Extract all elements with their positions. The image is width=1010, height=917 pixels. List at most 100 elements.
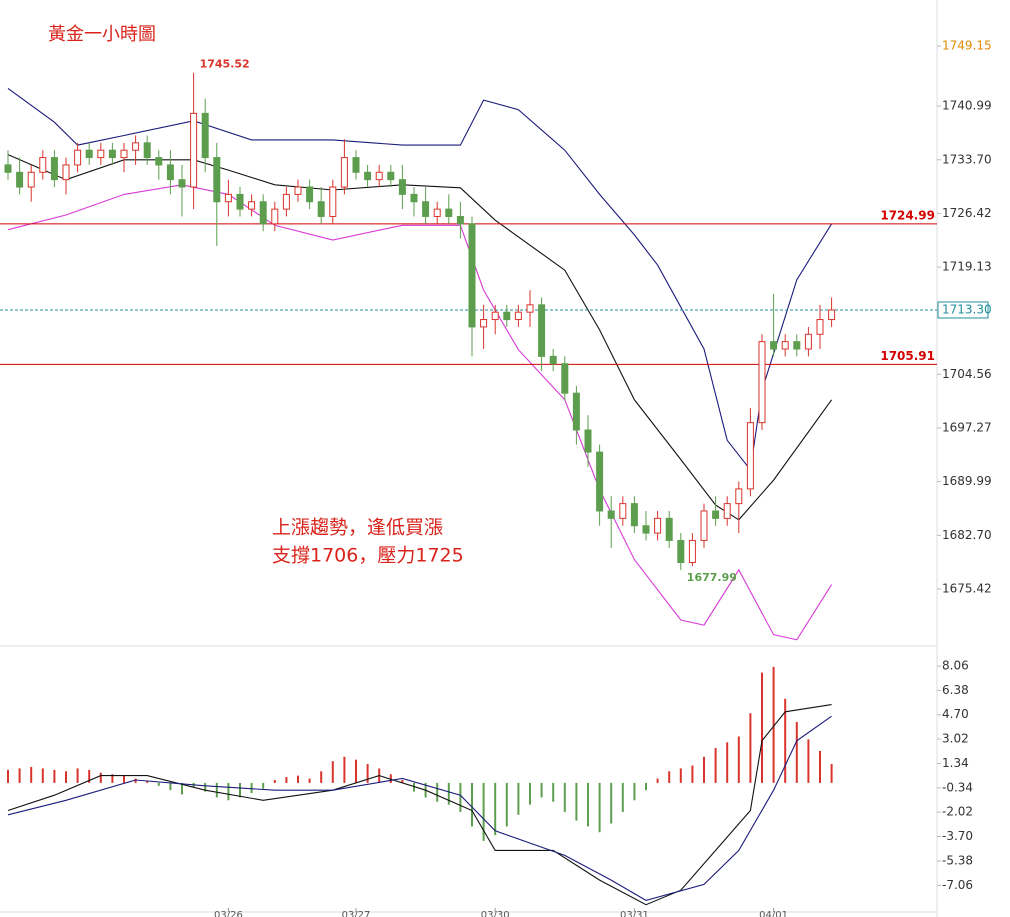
candle-body xyxy=(561,363,569,394)
candle-body xyxy=(317,201,325,217)
candle-body xyxy=(433,208,441,217)
bollinger-band xyxy=(7,154,833,521)
low-label: 1677.99 xyxy=(687,571,737,584)
bollinger-band xyxy=(7,184,833,641)
x-tick-label: 03/31 xyxy=(620,910,649,917)
candle-body xyxy=(584,429,592,453)
candle-body xyxy=(422,201,430,217)
candle-body xyxy=(132,142,140,151)
y-tick-label: 6.38 xyxy=(942,683,969,697)
candle-body xyxy=(224,193,232,203)
x-tick-label: 03/27 xyxy=(342,910,371,917)
y-tick-label: 1689.99 xyxy=(942,474,992,488)
candle-body xyxy=(619,503,627,519)
candle-body xyxy=(120,149,128,159)
y-tick-label: 1697.27 xyxy=(942,421,992,435)
y-tick-label: -5.38 xyxy=(942,853,973,867)
candle-body xyxy=(271,208,279,225)
macd-line xyxy=(7,704,832,906)
annotation: 支撐1706，壓力1725 xyxy=(272,545,464,567)
candle-body xyxy=(16,171,24,188)
candle-body xyxy=(445,208,453,217)
candle-body xyxy=(329,186,337,217)
candle-body xyxy=(804,333,812,350)
high-label: 1745.52 xyxy=(200,58,250,71)
y-tick-label: -3.70 xyxy=(942,829,973,843)
y-tick-label: -0.34 xyxy=(942,780,973,794)
candle-body xyxy=(630,503,638,527)
y-tick-label: 1719.13 xyxy=(942,260,992,274)
candle-body xyxy=(654,517,662,534)
x-tick-label: 03/30 xyxy=(481,910,510,917)
candle-body xyxy=(781,341,789,350)
macd-line xyxy=(7,715,832,901)
candle-body xyxy=(712,510,720,519)
y-tick-label: 1740.99 xyxy=(942,99,992,113)
candle-body xyxy=(642,525,650,534)
y-tick-label: 8.06 xyxy=(942,658,969,672)
candle-body xyxy=(248,201,256,210)
candle-body xyxy=(74,149,82,166)
y-tick-label: 1733.70 xyxy=(942,152,992,166)
candle-body xyxy=(398,179,406,195)
y-tick-label: -2.02 xyxy=(942,805,973,819)
y-tick-label: 3.02 xyxy=(942,732,969,746)
candle-body xyxy=(607,510,615,519)
candle-body xyxy=(572,392,580,431)
y-tick-label: 1.34 xyxy=(942,756,969,770)
plot: 1749.15 1740.99 1733.70 1726.42 1719.13 1704.… xyxy=(0,39,992,917)
candle-body xyxy=(387,171,395,181)
level-label: 1705.91 xyxy=(880,349,935,363)
x-tick-label: 04/01 xyxy=(759,910,788,917)
candle-body xyxy=(340,157,348,188)
bollinger-band xyxy=(7,87,833,472)
candle-body xyxy=(201,112,209,159)
candle-body xyxy=(213,157,221,203)
candle-body xyxy=(364,171,372,181)
chart-title: 黃金一小時圖 xyxy=(48,24,156,45)
candle-body xyxy=(259,201,267,225)
level-label: 1724.99 xyxy=(880,208,935,222)
candle-body xyxy=(665,517,673,541)
candle-body xyxy=(816,319,824,335)
candle-body xyxy=(503,311,511,321)
y-tick-label: 4.70 xyxy=(942,707,969,721)
candle-body xyxy=(596,451,604,512)
candle-body xyxy=(352,157,360,173)
y-tick-label: 1726.42 xyxy=(942,206,992,220)
candle-body xyxy=(677,539,685,564)
last-price-box xyxy=(937,301,989,319)
candle-body xyxy=(155,157,163,166)
candle-body xyxy=(50,157,58,181)
candle-body xyxy=(27,171,35,188)
candle-body xyxy=(828,309,836,321)
annotation: 上漲趨勢，逢低買漲 xyxy=(272,517,443,539)
y-tick-label: 1704.56 xyxy=(942,367,992,381)
last-price-label: 1713.30 xyxy=(942,302,992,316)
candle-body xyxy=(735,488,743,505)
y-tick-label: 1749.15 xyxy=(942,39,992,53)
candle-body xyxy=(166,164,174,181)
y-tick-label: 1675.42 xyxy=(942,581,992,595)
candle-body xyxy=(178,179,186,188)
y-tick-label: 1682.70 xyxy=(942,528,992,542)
candle-body xyxy=(480,319,488,328)
candle-body xyxy=(62,164,70,181)
candle-body xyxy=(85,149,93,159)
candle-body xyxy=(108,149,116,159)
candle-body xyxy=(410,193,418,203)
candle-body xyxy=(468,223,476,328)
candle-body xyxy=(688,539,696,564)
candle-body xyxy=(746,422,754,490)
candle-body xyxy=(97,149,105,159)
candle-body xyxy=(491,311,499,321)
candle-body xyxy=(4,164,12,173)
candle-body xyxy=(456,215,464,225)
candle-body xyxy=(514,311,522,321)
candle-body xyxy=(306,186,314,203)
candle-body xyxy=(282,193,290,210)
candle-body xyxy=(538,304,546,357)
candle-body xyxy=(375,171,383,181)
